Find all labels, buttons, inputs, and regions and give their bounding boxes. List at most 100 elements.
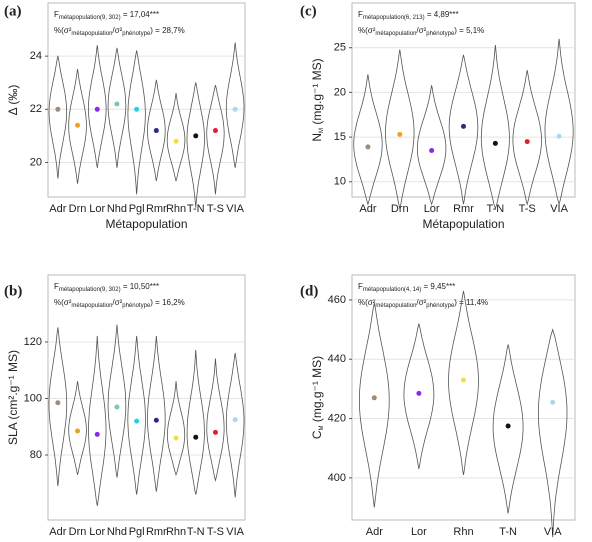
violin xyxy=(353,74,383,206)
y-tick-label: 20 xyxy=(334,86,346,98)
panel-label: (b) xyxy=(4,283,22,299)
x-tick-label: T-S xyxy=(519,203,536,215)
annotation-part: = 17,04*** xyxy=(121,10,159,19)
annotation-part: phénotype xyxy=(426,303,455,309)
mean-dot xyxy=(429,148,435,154)
violin xyxy=(68,381,87,475)
x-tick-label: VIA xyxy=(550,203,568,215)
annotation-part: phénotype xyxy=(122,303,151,309)
annotation: Fmétapopulation(4, 14) = 9,45*** xyxy=(358,282,455,292)
violin xyxy=(68,69,87,184)
x-tick-label: Lor xyxy=(411,526,427,538)
x-tick-label: Lor xyxy=(89,203,105,215)
violin xyxy=(147,335,166,492)
annotation-part: %(σ² xyxy=(54,298,72,307)
y-axis-label-part: (mg.g⁻¹ MS) xyxy=(310,58,324,128)
mean-dot xyxy=(153,417,159,423)
mean-dot xyxy=(461,377,466,383)
annotation-part: = 4,89*** xyxy=(425,10,459,19)
x-axis-label: Métapopulation xyxy=(105,217,187,231)
mean-dot xyxy=(134,418,140,424)
violin xyxy=(416,85,447,206)
annotation-part: métapopulation xyxy=(71,303,112,309)
mean-dot xyxy=(94,431,100,437)
annotation-part: = 10,50*** xyxy=(121,282,159,291)
y-axis-label-part: M xyxy=(319,426,325,431)
annotation: %(σ²métapopulation/σ²phénotype) = 11,4% xyxy=(358,298,488,308)
violin xyxy=(385,49,415,209)
mean-dot xyxy=(114,404,120,410)
annotation-part: /σ² xyxy=(112,298,122,307)
y-tick-label: 25 xyxy=(334,42,346,54)
violin xyxy=(225,352,245,498)
x-tick-label: Rhn xyxy=(166,526,186,538)
mean-dot xyxy=(75,122,81,128)
panel-label: (c) xyxy=(300,3,317,19)
annotation: Fmétapopulation(6, 213) = 4,89*** xyxy=(358,10,459,20)
annotation-part: /σ² xyxy=(112,26,122,35)
mean-dot xyxy=(94,106,100,112)
x-tick-label: Pgl xyxy=(129,203,145,215)
annotation: %(σ²métapopulation/σ²phénotype) = 5,1% xyxy=(358,26,484,36)
y-tick-label: 400 xyxy=(328,472,346,484)
y-tick-label: 440 xyxy=(328,353,346,365)
x-tick-label: T-S xyxy=(207,203,224,215)
x-tick-label: Adr xyxy=(359,203,376,215)
x-tick-label: Lor xyxy=(424,203,440,215)
x-tick-label: VIA xyxy=(226,526,244,538)
mean-dot xyxy=(212,429,218,435)
y-axis-label-part: Δ (‰) xyxy=(6,85,20,116)
x-tick-label: Pgl xyxy=(129,526,145,538)
mean-dot xyxy=(371,395,377,401)
y-axis-label: NM (mg.g⁻¹ MS) xyxy=(310,58,324,141)
mean-dot xyxy=(492,140,498,146)
plot-frame xyxy=(351,274,576,521)
x-axis-label: Métapopulation xyxy=(105,540,187,542)
annotation-part: métapopulation(4, 14) xyxy=(363,287,421,293)
annotation-part: métapopulation xyxy=(71,31,112,37)
x-tick-label: T-N xyxy=(486,203,504,215)
mean-dot xyxy=(524,139,530,145)
mean-dot xyxy=(173,435,179,441)
mean-dot xyxy=(173,138,179,144)
mean-dot xyxy=(397,131,403,137)
violin xyxy=(537,328,568,538)
violin xyxy=(448,290,479,475)
y-axis-label-part: M xyxy=(319,128,325,133)
x-tick-label: Rmr xyxy=(453,203,474,215)
annotation: %(σ²métapopulation/σ²phénotype) = 16,2% xyxy=(54,298,185,308)
y-tick-label: 460 xyxy=(328,294,346,306)
annotation: %(σ²métapopulation/σ²phénotype) = 28,7% xyxy=(54,26,185,36)
annotation-part: métapopulation(9, 302) xyxy=(59,15,121,21)
annotation-part: ) = 16,2% xyxy=(150,298,184,307)
mean-dot xyxy=(55,400,61,406)
panel: (a) 20 22 24 Δ (‰) Métapopulation Fmétapopulat… xyxy=(4,2,246,231)
violin xyxy=(88,335,107,506)
annotation-part: phénotype xyxy=(122,31,151,37)
mean-dot xyxy=(193,434,199,440)
mean-dot xyxy=(461,123,466,129)
x-tick-label: Drn xyxy=(69,203,87,215)
x-tick-label: VIA xyxy=(544,526,562,538)
x-tick-label: Lor xyxy=(89,526,105,538)
y-axis-label-part: (mg.g⁻¹ MS) xyxy=(310,356,324,426)
plot-frame xyxy=(47,2,246,198)
violin xyxy=(107,324,127,478)
panel: (d) 400 420 440 460 CM (mg.g⁻¹ MS) Métapopulat… xyxy=(300,274,576,542)
y-axis-label: SLA (cm².g⁻¹ MS) xyxy=(6,350,20,445)
x-tick-label: Rmr xyxy=(146,203,167,215)
y-tick-label: 100 xyxy=(24,392,42,404)
violin xyxy=(544,38,574,206)
panel: (b) 80 100 120 SLA (cm².g⁻¹ MS) Métapopulatio… xyxy=(4,274,246,542)
violin xyxy=(88,45,107,168)
annotation-part: métapopulation xyxy=(375,303,416,309)
y-axis-label: Δ (‰) xyxy=(6,85,20,116)
annotation: Fmétapopulation(9, 302) = 10,50*** xyxy=(54,282,159,292)
annotation-part: /σ² xyxy=(416,298,426,307)
y-axis-label-part: N xyxy=(310,133,324,142)
annotation-part: métapopulation(9, 302) xyxy=(59,287,121,293)
violin xyxy=(186,350,205,495)
annotation: Fmétapopulation(9, 302) = 17,04*** xyxy=(54,10,159,20)
x-tick-label: T-S xyxy=(207,526,224,538)
